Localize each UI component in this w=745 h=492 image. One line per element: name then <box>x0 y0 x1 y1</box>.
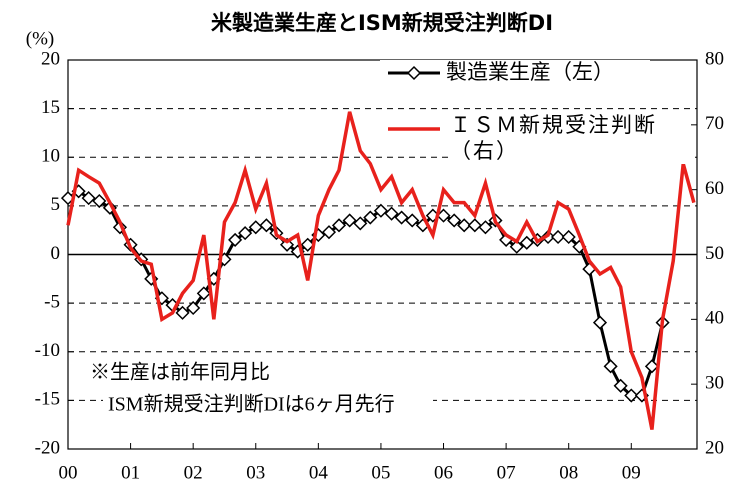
data-point <box>331 218 347 233</box>
data-point <box>363 210 378 225</box>
legend-marker <box>406 65 422 81</box>
annotation-bg <box>103 392 433 420</box>
x-tick-label: 06 <box>434 462 453 483</box>
data-point <box>550 229 566 245</box>
series-line <box>66 111 696 430</box>
y2-tick-label: 20 <box>705 437 724 458</box>
y-tick-label: 20 <box>41 48 60 69</box>
data-point <box>519 235 534 250</box>
y2-tick-label: 70 <box>705 113 724 134</box>
data-point <box>196 286 211 301</box>
y-tick-label: 15 <box>41 97 60 118</box>
y-tick-label: -5 <box>44 291 60 312</box>
y2-tick-label: 60 <box>705 178 724 199</box>
data-point <box>457 218 472 233</box>
y-tick-label: -10 <box>35 340 60 361</box>
x-tick-label: 09 <box>622 462 641 483</box>
data-point <box>613 378 628 393</box>
y-tick-label: -20 <box>35 437 60 458</box>
x-tick-label: 02 <box>184 462 203 483</box>
data-point <box>384 206 399 221</box>
x-tick-label: 03 <box>246 462 265 483</box>
y2-tick-label: 30 <box>705 373 724 394</box>
y-tick-label: -15 <box>35 389 60 410</box>
data-point <box>175 305 190 320</box>
data-point <box>478 220 493 235</box>
legend-label: 製造業生産（左） <box>446 60 614 84</box>
data-point <box>447 213 462 228</box>
data-point <box>405 213 420 228</box>
x-tick-label: 01 <box>121 462 140 483</box>
x-tick-label: 05 <box>371 462 390 483</box>
y-axis-label: (%) <box>26 28 54 49</box>
data-point <box>300 237 315 252</box>
data-point <box>509 239 524 254</box>
annotation: ISM新規受注判断DIは6ヶ月先行 <box>108 393 395 416</box>
x-tick-label: 04 <box>309 462 329 483</box>
y-tick-label: 0 <box>51 243 61 264</box>
data-point <box>81 191 96 206</box>
y2-tick-label: 50 <box>705 243 724 264</box>
data-point <box>259 218 274 233</box>
data-point <box>592 315 608 330</box>
data-point <box>603 359 618 374</box>
y-tick-label: 5 <box>51 194 61 215</box>
data-point <box>353 216 368 231</box>
data-point <box>394 210 409 225</box>
y2-tick-label: 80 <box>705 48 724 69</box>
data-point <box>561 229 576 245</box>
x-tick-label: 00 <box>59 462 78 483</box>
data-point <box>644 359 659 374</box>
data-point <box>186 300 201 316</box>
data-point <box>467 218 482 233</box>
y-tick-label: 10 <box>41 146 60 167</box>
data-point <box>279 237 295 252</box>
legend-label: ＩＳＭ新規受注判断（右） <box>450 112 690 164</box>
y2-tick-label: 40 <box>705 308 724 329</box>
x-tick-label: 08 <box>559 462 578 483</box>
data-point <box>373 203 388 218</box>
chart-title: 米製造業生産とISM新規受注判断DI <box>211 11 553 35</box>
data-point <box>238 226 253 241</box>
data-point <box>624 388 639 403</box>
data-point <box>92 193 107 209</box>
data-point <box>228 232 243 247</box>
data-point <box>321 225 337 240</box>
data-point <box>342 213 357 228</box>
x-tick-label: 07 <box>497 462 516 483</box>
annotation: ※生産は前年同月比 <box>90 361 270 384</box>
data-point <box>248 220 263 235</box>
annotation-bg <box>88 360 318 388</box>
